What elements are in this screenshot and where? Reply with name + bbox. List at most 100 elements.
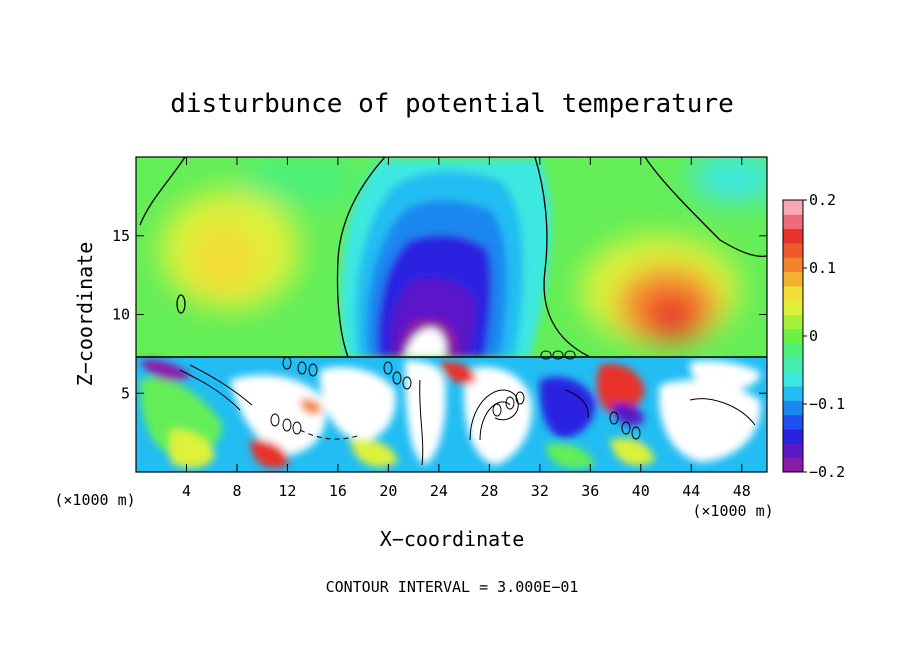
contour-loop-11	[505, 396, 515, 410]
contour-east	[644, 157, 767, 258]
lower-patch-10	[170, 429, 215, 469]
contour-loop-12	[515, 391, 525, 405]
contour-loop-7	[383, 361, 393, 375]
x-tick-label: 40	[632, 482, 650, 500]
lower-patch-2	[230, 375, 326, 455]
x-tick-label: 28	[480, 482, 498, 500]
x-tick-label: 8	[232, 482, 241, 500]
contour-loop-15	[631, 426, 641, 440]
contour-swirl-8	[564, 389, 589, 419]
x-axis-label: X−coordinate	[380, 527, 525, 551]
cyan-anomaly-topright	[690, 157, 767, 203]
x-unit-right: (×1000 m)	[692, 502, 773, 520]
lower-patch-13	[545, 443, 595, 469]
colorbar-swatch	[783, 257, 803, 273]
contour-loop-5	[282, 418, 292, 432]
inversion-loop-1	[540, 350, 552, 360]
lower-patch-17	[610, 403, 645, 426]
contour-loop-9	[402, 376, 412, 390]
colorbar-tick-label: 0.1	[809, 259, 836, 277]
x-tick-label: 12	[278, 482, 296, 500]
y-tick-label: 5	[121, 384, 130, 402]
contour-loop-2	[297, 361, 307, 375]
contour-loop-4	[270, 413, 280, 427]
lower-patch-6	[539, 376, 596, 439]
colorbar-swatch	[783, 357, 803, 373]
colorbar-swatch	[783, 214, 803, 230]
contour-swirl-7	[299, 429, 361, 440]
upper-contours	[139, 157, 767, 358]
contour-swirl-2	[479, 401, 511, 441]
lower-layer-contours	[179, 356, 756, 466]
contour-swirl-6	[419, 379, 424, 466]
contour-loop-8	[392, 371, 402, 385]
x-tick-label: 32	[531, 482, 549, 500]
plot-field	[136, 157, 767, 472]
colorbar-tick-label: 0	[809, 327, 818, 345]
colorbar-swatch	[783, 328, 803, 344]
contour-swirl-1	[469, 389, 519, 441]
colorbar-swatch	[783, 200, 803, 215]
x-tick-label: 44	[682, 482, 700, 500]
lower-patch-15	[140, 359, 190, 382]
colorbar-tick-label: −0.1	[809, 395, 845, 413]
yellow-anomaly-west-core	[190, 225, 260, 295]
x-tick-label: 24	[430, 482, 448, 500]
y-axis-label: Z−coordinate	[73, 242, 97, 387]
lower-layer	[136, 350, 767, 472]
lower-patch-4	[405, 360, 446, 465]
contour-loop-14	[621, 421, 631, 435]
upper-layer	[160, 157, 767, 345]
colorbar-swatch	[783, 314, 803, 330]
colorbar-tick-label: 0.2	[809, 191, 836, 209]
contour-loop-13	[609, 411, 619, 425]
colorbar-swatch	[783, 443, 803, 459]
colorbar-swatch	[783, 371, 803, 387]
colorbar-swatch	[783, 285, 803, 301]
colorbar-swatch	[783, 414, 803, 430]
colorbar-swatch	[783, 457, 803, 473]
x-tick-label: 20	[379, 482, 397, 500]
lower-patch-8	[659, 380, 761, 462]
x-tick-label: 16	[329, 482, 347, 500]
colorbar: 0.2 0.1 0 −0.1 −0.2	[782, 191, 845, 481]
inversion-loops	[540, 350, 576, 360]
y-axis-ticks: 5 10 15	[112, 227, 767, 402]
contour-loop-10	[492, 403, 502, 417]
contour-swirl-3	[179, 369, 241, 411]
x-tick-label: 48	[733, 482, 751, 500]
x-axis-ticks: 4 8 12 16 20 24 28 32 36 40 44 48	[182, 157, 751, 500]
x-unit-left: (×1000 m)	[54, 491, 135, 509]
lower-patch-7	[596, 363, 645, 414]
lower-patch-9	[689, 360, 761, 391]
x-tick-label: 36	[581, 482, 599, 500]
contour-interval-note: CONTOUR INTERVAL = 3.000E−01	[326, 578, 579, 596]
colorbar-swatch	[783, 343, 803, 358]
contour-west	[139, 157, 186, 226]
colorbar-swatch	[783, 429, 803, 444]
lower-patch-1	[140, 377, 222, 456]
white-core	[405, 328, 446, 357]
red-anomaly-east	[646, 296, 698, 340]
contour-swirl-4	[189, 364, 253, 406]
contour-swirl-5	[689, 398, 756, 426]
green-patch-top	[240, 157, 360, 205]
contour-small-loop	[176, 294, 186, 314]
colorbar-swatch	[783, 228, 803, 244]
y-tick-label: 15	[112, 227, 130, 245]
x-tick-label: 4	[182, 482, 191, 500]
inversion-loop-2	[552, 350, 564, 360]
inversion-loop-3	[564, 350, 576, 360]
contour-loop-3	[308, 363, 318, 377]
colorbar-swatch	[783, 242, 803, 258]
contour-center-right	[534, 157, 591, 358]
lower-patch-16	[440, 361, 476, 384]
lower-patch-3	[319, 366, 396, 441]
contour-loop-6	[292, 421, 302, 435]
lower-patch-11	[250, 439, 289, 469]
lower-patch-14	[610, 438, 655, 466]
chart-title: disturbunce of potential temperature	[170, 89, 734, 119]
colorbar-tick-label: −0.2	[809, 463, 845, 481]
contour-center-left	[336, 157, 386, 358]
colorbar-swatch	[783, 386, 803, 401]
